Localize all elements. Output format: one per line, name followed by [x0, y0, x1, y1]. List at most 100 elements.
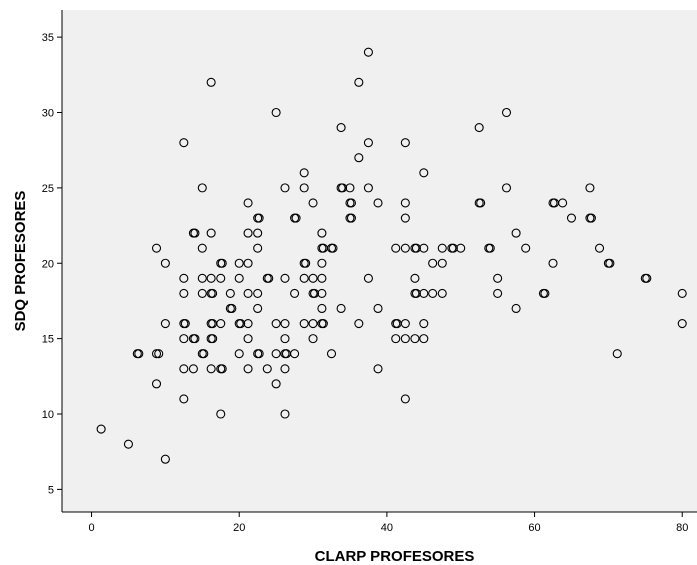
data-point: [179, 364, 189, 374]
data-point: [234, 349, 244, 359]
data-point: [254, 213, 264, 223]
data-point: [642, 273, 652, 283]
data-point: [253, 243, 263, 253]
data-point: [134, 349, 144, 359]
data-point: [179, 138, 189, 148]
data-point: [206, 228, 216, 238]
data-point: [243, 228, 253, 238]
data-point: [262, 364, 272, 374]
data-point: [208, 334, 218, 344]
data-point: [511, 228, 521, 238]
data-point: [236, 319, 246, 329]
data-point: [540, 288, 550, 298]
data-point: [280, 183, 290, 193]
data-point: [336, 123, 346, 133]
data-point: [280, 273, 290, 283]
x-axis-title: CLARP PROFESORES: [315, 548, 475, 565]
data-point: [299, 273, 309, 283]
data-point: [317, 303, 327, 314]
data-point: [419, 243, 429, 253]
data-point: [216, 273, 226, 283]
data-point: [190, 228, 200, 238]
data-point: [299, 319, 309, 329]
data-point: [363, 138, 373, 148]
data-point: [400, 213, 410, 223]
data-point: [179, 394, 189, 404]
data-point: [336, 303, 346, 314]
data-point: [96, 424, 106, 434]
data-point: [585, 183, 595, 193]
data-point: [437, 288, 447, 298]
data-point: [206, 77, 216, 87]
data-point: [308, 334, 318, 344]
data-point: [400, 198, 410, 208]
data-point: [253, 228, 263, 238]
data-point: [243, 198, 253, 208]
data-point: [354, 319, 364, 329]
data-point: [206, 273, 216, 283]
data-point: [308, 198, 318, 208]
data-point: [280, 319, 290, 329]
data-point: [264, 273, 274, 283]
data-point: [160, 319, 170, 329]
data-point: [354, 77, 364, 87]
data-point: [243, 364, 253, 374]
data-point: [280, 334, 290, 344]
data-point: [271, 107, 281, 118]
data-point: [318, 319, 328, 329]
y-tick-label: 15: [42, 334, 54, 346]
data-point: [197, 183, 207, 193]
data-point: [400, 334, 410, 344]
data-point: [254, 349, 264, 359]
data-point: [271, 349, 281, 359]
data-point: [363, 47, 373, 57]
data-point: [179, 273, 189, 283]
plot-area: [62, 10, 697, 512]
data-point: [216, 409, 226, 419]
data-point: [234, 258, 244, 268]
data-point: [206, 364, 216, 374]
data-point: [253, 303, 263, 314]
y-axis-title: SDQ PROFESORES: [12, 191, 29, 332]
data-point: [400, 243, 410, 253]
y-tick-label: 30: [42, 108, 54, 120]
data-point: [190, 334, 200, 344]
data-point: [301, 258, 311, 268]
y-tick-label: 5: [48, 484, 54, 496]
data-point: [199, 349, 209, 359]
data-point: [437, 258, 447, 268]
data-point: [373, 364, 383, 374]
data-point: [345, 183, 355, 193]
data-point: [160, 454, 170, 464]
data-point: [400, 394, 410, 404]
data-point: [456, 243, 466, 253]
data-point: [521, 243, 531, 253]
data-point: [391, 243, 401, 253]
data-point: [291, 213, 301, 223]
data-point: [179, 288, 189, 298]
data-point: [197, 273, 207, 283]
data-point: [208, 288, 218, 298]
data-point: [346, 213, 356, 223]
data-point: [476, 198, 486, 208]
data-point: [485, 243, 495, 253]
data-point: [280, 409, 290, 419]
data-point: [419, 168, 429, 178]
x-axis: 0 20 40 60 80: [62, 511, 697, 534]
data-point: [299, 168, 309, 178]
data-point: [317, 228, 327, 238]
data-point: [410, 334, 420, 344]
data-point: [511, 303, 521, 314]
x-tick-label: 40: [381, 522, 393, 534]
x-tick-label: 20: [233, 522, 245, 534]
data-point: [234, 273, 244, 283]
data-point: [493, 288, 503, 298]
data-point: [299, 183, 309, 193]
data-point: [188, 364, 198, 374]
x-tick-label: 80: [676, 522, 688, 534]
data-point: [308, 273, 318, 283]
data-point: [391, 334, 401, 344]
data-point: [410, 273, 420, 283]
data-point: [363, 183, 373, 193]
